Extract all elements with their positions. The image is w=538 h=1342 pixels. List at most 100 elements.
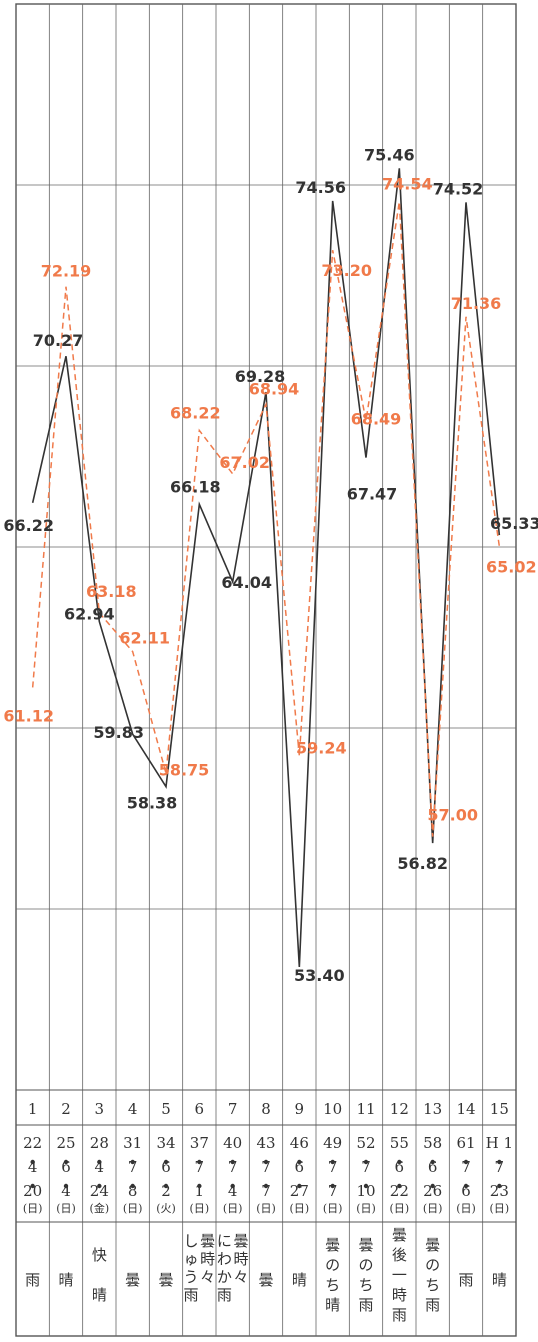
weekday: (日) <box>190 1202 210 1215</box>
date-part: 28 <box>90 1134 109 1152</box>
weekday: (火) <box>156 1202 176 1215</box>
value-label-orange: 62.11 <box>119 629 170 648</box>
election-number: 14 <box>456 1100 475 1118</box>
date-part: 7 <box>328 1158 338 1176</box>
date-separator <box>263 1159 269 1165</box>
election-number: 3 <box>95 1100 105 1118</box>
date-part: 25 <box>56 1134 75 1152</box>
date-separator <box>297 1159 302 1165</box>
weather-char: ち <box>358 1276 373 1294</box>
election-number: 1 <box>28 1100 38 1118</box>
election-number: 12 <box>390 1100 409 1118</box>
weather-char: 時 <box>200 1250 215 1268</box>
date-part: 10 <box>356 1182 375 1200</box>
weather-char: 雨 <box>217 1286 232 1304</box>
date-part: 26 <box>423 1182 442 1200</box>
date-part: 6 <box>61 1158 71 1176</box>
value-label-orange: 74.54 <box>382 175 433 194</box>
date-part: 61 <box>456 1134 475 1152</box>
date-part: 23 <box>490 1182 509 1200</box>
election-number: 7 <box>228 1100 238 1118</box>
date-part: 22 <box>23 1134 42 1152</box>
date-part: 1 <box>195 1182 205 1200</box>
date-part: 7 <box>128 1158 138 1176</box>
value-label-black: 67.47 <box>347 485 398 504</box>
weather-text: 曇 <box>158 1271 173 1289</box>
weather-char: 曇 <box>325 1236 340 1254</box>
value-label-orange: 72.19 <box>41 262 92 281</box>
weather-char: の <box>425 1256 440 1274</box>
series-line-orange <box>31 201 501 837</box>
date-part: 20 <box>23 1182 42 1200</box>
date-part: 7 <box>461 1158 471 1176</box>
date-part: 43 <box>256 1134 275 1152</box>
weather-text: 曇 <box>258 1271 273 1289</box>
date-part: 6 <box>161 1158 171 1176</box>
date-separator <box>363 1159 369 1165</box>
weather-char: 後 <box>392 1246 407 1264</box>
weekday: (日) <box>423 1202 443 1215</box>
weather-char: 一 <box>392 1266 407 1284</box>
election-number: 5 <box>161 1100 171 1118</box>
weather-char: か <box>217 1268 232 1286</box>
date-part: 6 <box>428 1158 438 1176</box>
weather-char: 曇 <box>200 1232 215 1250</box>
date-part: 7 <box>261 1158 271 1176</box>
value-label-black: 62.94 <box>64 605 115 624</box>
value-label-black: 66.18 <box>170 477 221 496</box>
date-separator <box>163 1183 169 1189</box>
date-part: 4 <box>228 1182 238 1200</box>
date-part: 7 <box>495 1158 505 1176</box>
weather-char: 々 <box>233 1268 248 1286</box>
chart-frame <box>15 3 517 1337</box>
date-part: 24 <box>90 1182 109 1200</box>
weather-char: に <box>217 1232 232 1250</box>
value-label-orange: 61.12 <box>3 706 54 725</box>
date-part: 4 <box>61 1182 71 1200</box>
date-part: 46 <box>290 1134 309 1152</box>
weather-char: 雨 <box>425 1296 440 1314</box>
weather-text: 晴 <box>58 1271 73 1289</box>
weather-char: ち <box>325 1276 340 1294</box>
date-part: 7 <box>261 1182 271 1200</box>
weekday: (日) <box>256 1202 276 1215</box>
value-label-orange: 68.49 <box>351 410 402 429</box>
date-part: 6 <box>395 1158 405 1176</box>
value-label-black: 53.40 <box>294 966 345 985</box>
date-separator <box>397 1159 402 1165</box>
date-separator <box>463 1159 469 1165</box>
date-separator <box>130 1183 135 1189</box>
election-number: 8 <box>261 1100 271 1118</box>
weather-char: 曇 <box>392 1226 407 1244</box>
date-separator <box>30 1159 35 1165</box>
value-label-black: 59.83 <box>93 723 144 742</box>
date-part: 8 <box>128 1182 138 1200</box>
value-label-black: 75.46 <box>364 145 415 164</box>
date-separator <box>430 1183 435 1189</box>
weather-text: 雨 <box>25 1271 40 1289</box>
election-number: 15 <box>490 1100 509 1118</box>
weekday: (金) <box>90 1201 110 1215</box>
value-label-orange: 68.22 <box>170 403 221 422</box>
date-separator <box>397 1183 402 1189</box>
date-separator <box>497 1159 502 1165</box>
date-separator <box>230 1159 235 1165</box>
date-part: 37 <box>190 1134 209 1152</box>
value-label-orange: 71.36 <box>451 294 502 313</box>
date-part: 40 <box>223 1134 242 1152</box>
date-separator <box>430 1159 435 1165</box>
weather-char: 時 <box>392 1286 407 1304</box>
value-label-orange: 59.24 <box>296 739 347 758</box>
date-separator <box>163 1159 169 1165</box>
date-separator <box>497 1183 502 1189</box>
weather-char: 晴 <box>325 1296 340 1314</box>
weather-char: 雨 <box>392 1306 407 1324</box>
date-separator <box>97 1183 102 1189</box>
value-label-black: 70.27 <box>33 331 84 350</box>
date-part: 6 <box>461 1182 471 1200</box>
weather-char: 曇 <box>358 1236 373 1254</box>
value-label-black: 66.22 <box>3 516 54 535</box>
weather-char: う <box>183 1268 198 1286</box>
election-number: 4 <box>128 1100 138 1118</box>
date-part: 31 <box>123 1134 142 1152</box>
